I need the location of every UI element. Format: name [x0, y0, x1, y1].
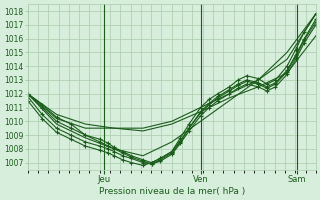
X-axis label: Pression niveau de la mer( hPa ): Pression niveau de la mer( hPa ) — [99, 187, 245, 196]
